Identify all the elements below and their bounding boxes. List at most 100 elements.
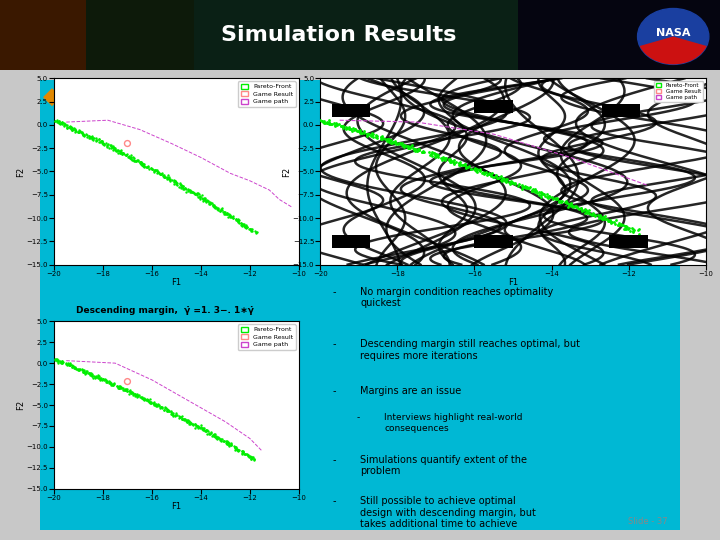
Point — [181, 416, 193, 424]
Point — [214, 207, 225, 215]
Point — [117, 149, 129, 158]
Point — [192, 191, 203, 200]
Point — [582, 207, 593, 216]
Point — [154, 170, 166, 179]
Point — [144, 397, 156, 406]
Point — [97, 138, 109, 147]
Point — [93, 138, 104, 146]
Point — [112, 382, 123, 390]
Point — [318, 116, 330, 125]
Point — [156, 403, 168, 412]
Point — [199, 196, 211, 205]
Point — [222, 438, 233, 447]
Point — [243, 225, 255, 233]
Point — [232, 217, 243, 226]
Point — [112, 383, 124, 392]
Point — [230, 443, 241, 451]
Point — [366, 130, 378, 139]
Point — [85, 368, 96, 377]
Point — [61, 123, 73, 132]
Point — [196, 425, 207, 434]
Point — [236, 449, 248, 458]
Point — [575, 203, 587, 212]
Point — [384, 135, 395, 144]
Point — [552, 194, 563, 203]
Point — [66, 126, 78, 134]
Point — [403, 144, 415, 152]
Point — [358, 126, 369, 135]
Point — [161, 404, 172, 413]
Point — [96, 138, 107, 146]
Point — [171, 410, 183, 419]
Point — [366, 131, 378, 140]
Point — [176, 415, 187, 423]
Point — [99, 141, 110, 150]
Point — [176, 183, 187, 192]
Point — [174, 183, 185, 191]
Point — [238, 448, 249, 456]
Point — [595, 212, 606, 220]
Point — [95, 137, 107, 145]
Point — [86, 134, 97, 143]
Point — [603, 217, 615, 226]
Point — [73, 126, 85, 134]
Point — [377, 134, 389, 143]
Point — [161, 173, 173, 181]
Point — [57, 356, 68, 365]
Point — [69, 126, 81, 135]
Point — [179, 414, 191, 423]
Point — [431, 151, 442, 159]
Point — [222, 436, 233, 445]
Point — [528, 186, 540, 194]
Point — [96, 136, 108, 145]
Point — [192, 421, 203, 430]
Point — [606, 218, 617, 226]
Point — [590, 211, 601, 219]
Point — [105, 380, 117, 389]
Point — [193, 422, 204, 431]
Point — [211, 204, 222, 213]
Point — [95, 376, 107, 384]
Point — [571, 202, 582, 211]
Point — [177, 415, 189, 423]
Point — [170, 411, 181, 420]
Point — [209, 429, 220, 438]
Point — [130, 389, 141, 398]
Point — [222, 210, 233, 219]
Point — [239, 223, 251, 232]
Point — [383, 137, 395, 145]
Point — [449, 156, 460, 164]
Bar — [332, 104, 371, 117]
Point — [554, 197, 565, 205]
Point — [217, 435, 228, 444]
Point — [209, 202, 220, 211]
Point — [490, 172, 501, 180]
Point — [200, 427, 212, 435]
Point — [194, 192, 205, 201]
Point — [168, 410, 179, 419]
Point — [168, 411, 179, 420]
Point — [155, 402, 166, 411]
Point — [89, 373, 101, 381]
Point — [135, 393, 146, 401]
Point — [186, 420, 197, 429]
Point — [69, 364, 81, 373]
Point — [181, 417, 192, 426]
Point — [480, 168, 492, 177]
Point — [78, 366, 90, 374]
Point — [356, 129, 367, 137]
Point — [323, 119, 335, 128]
Point — [94, 135, 105, 144]
Text: -: - — [333, 287, 336, 296]
Point — [91, 373, 103, 381]
Point — [168, 176, 179, 185]
Point — [412, 145, 423, 154]
Point — [632, 226, 644, 234]
Point — [536, 187, 547, 196]
Point — [361, 132, 372, 140]
Point — [63, 361, 74, 369]
Point — [564, 200, 575, 209]
Point — [126, 156, 138, 164]
Point — [97, 375, 109, 383]
Text: Still possible to achieve optimal
design with descending margin, but
takes addit: Still possible to achieve optimal design… — [361, 496, 536, 529]
